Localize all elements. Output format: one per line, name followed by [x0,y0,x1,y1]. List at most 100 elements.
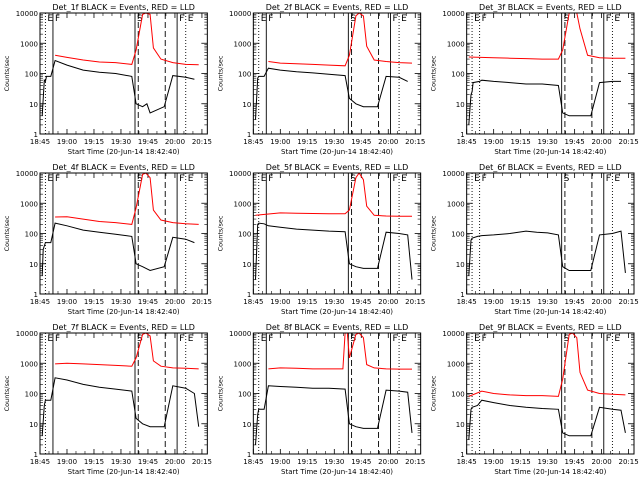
event-marker-label: E [261,334,267,344]
x-tick-label: 20:15 [619,138,639,146]
event-marker-label: F [482,14,487,24]
x-tick-label: 18:45 [457,458,477,466]
event-marker-label: S [350,174,356,184]
y-tick-label: 1 [247,131,251,139]
chart-title: Det_4f BLACK = Events, RED = LLD [52,163,195,172]
event-marker-label: E [261,14,267,24]
x-tick-label: 19:45 [351,458,371,466]
y-tick-label: 10 [456,421,465,429]
y-tick-label: 1000 [234,200,252,208]
y-tick-label: 1000 [20,200,38,208]
series-line-events [468,399,626,440]
event-marker-label: F [55,334,60,344]
x-tick-label: 20:00 [378,138,398,146]
event-marker-label: F [606,14,611,24]
x-tick-label: 19:45 [138,458,158,466]
y-tick-label: 1000 [234,360,252,368]
y-tick-label: 1 [247,291,251,299]
plot-frame [39,172,208,295]
chart-title: Det_5f BLACK = Events, RED = LLD [266,163,409,172]
event-marker-label: F [268,334,273,344]
x-axis-label: Start Time (20-Jun-14 18:42:40) [281,148,393,156]
event-marker-label: F [606,334,611,344]
event-marker-label: F [179,174,184,184]
y-axis-label: Counts/sec [430,55,438,91]
y-tick-label: 10000 [229,170,251,178]
y-tick-label: 1 [460,131,464,139]
series-line-events [41,222,195,276]
x-tick-label: 19:30 [111,298,131,306]
chart-panel-7: Det_7f BLACK = Events, RED = LLD Counts/s… [3,323,212,476]
series-line-lld [468,333,626,397]
series-line-lld [55,333,199,370]
y-tick-label: 10000 [16,170,38,178]
event-marker-label: S [564,334,570,344]
x-tick-label: 19:30 [538,138,558,146]
x-tick-label: 18:45 [243,138,263,146]
event-marker-label: F [606,174,611,184]
y-axis-label: Counts/sec [430,375,438,411]
chart-panel-6: Det_6f BLACK = Events, RED = LLD Counts/s… [430,163,639,316]
y-tick-label: 1000 [447,40,465,48]
x-tick-label: 19:30 [324,138,344,146]
x-tick-label: 19:45 [565,138,585,146]
event-marker-label: F [392,334,397,344]
y-tick-label: 1 [460,291,464,299]
event-marker-label: E [474,334,480,344]
x-tick-label: 19:30 [111,458,131,466]
series-line-lld [268,13,413,67]
y-tick-label: 10 [29,101,38,109]
x-tick-label: 19:00 [484,458,504,466]
y-tick-label: 10000 [229,330,251,338]
y-axis-label: Counts/sec [3,55,11,91]
x-tick-label: 19:00 [484,298,504,306]
series-line-lld [255,173,412,217]
y-tick-label: 1 [34,451,38,459]
x-tick-label: 20:00 [165,458,185,466]
y-tick-label: 10000 [229,10,251,18]
y-tick-label: 100 [451,71,464,79]
x-tick-label: 18:45 [30,298,50,306]
x-tick-label: 20:15 [192,458,212,466]
event-marker-label: F [392,174,397,184]
y-tick-label: 10000 [16,330,38,338]
series-line-lld [468,13,626,60]
series-line-events [255,222,413,280]
x-tick-label: 19:45 [138,298,158,306]
x-tick-label: 20:15 [405,458,425,466]
event-marker-label: S [350,14,356,24]
x-tick-label: 19:00 [57,458,77,466]
y-tick-label: 10000 [442,10,464,18]
x-tick-label: 19:15 [511,298,531,306]
y-tick-label: 100 [451,391,464,399]
y-tick-label: 100 [238,71,251,79]
series-line-events [255,385,413,445]
x-tick-label: 19:00 [270,138,290,146]
event-marker-label: F [179,334,184,344]
x-tick-label: 19:15 [297,298,317,306]
event-marker-label: E [401,14,407,24]
x-tick-label: 19:45 [351,138,371,146]
chart-title: Det_8f BLACK = Events, RED = LLD [266,323,409,332]
y-tick-label: 1000 [20,40,38,48]
x-tick-label: 20:00 [165,298,185,306]
event-marker-label: F [268,14,273,24]
series-line-events [41,377,200,436]
event-marker-label: E [47,334,53,344]
event-marker-label: E [188,14,194,24]
y-tick-label: 10000 [442,170,464,178]
x-tick-label: 19:30 [538,298,558,306]
plot-frame [252,332,422,455]
chart-title: Det_7f BLACK = Events, RED = LLD [52,323,195,332]
x-tick-label: 19:00 [270,298,290,306]
x-tick-label: 19:30 [111,138,131,146]
chart-title: Det_3f BLACK = Events, RED = LLD [479,3,622,12]
event-marker-label: F [55,14,60,24]
x-tick-label: 20:00 [378,458,398,466]
event-marker-label: F [179,14,184,24]
chart-panel-3: Det_3f BLACK = Events, RED = LLD Counts/s… [430,3,639,156]
y-tick-label: 1000 [447,200,465,208]
x-tick-label: 19:15 [297,138,317,146]
x-axis-label: Start Time (20-Jun-14 18:42:40) [494,148,606,156]
